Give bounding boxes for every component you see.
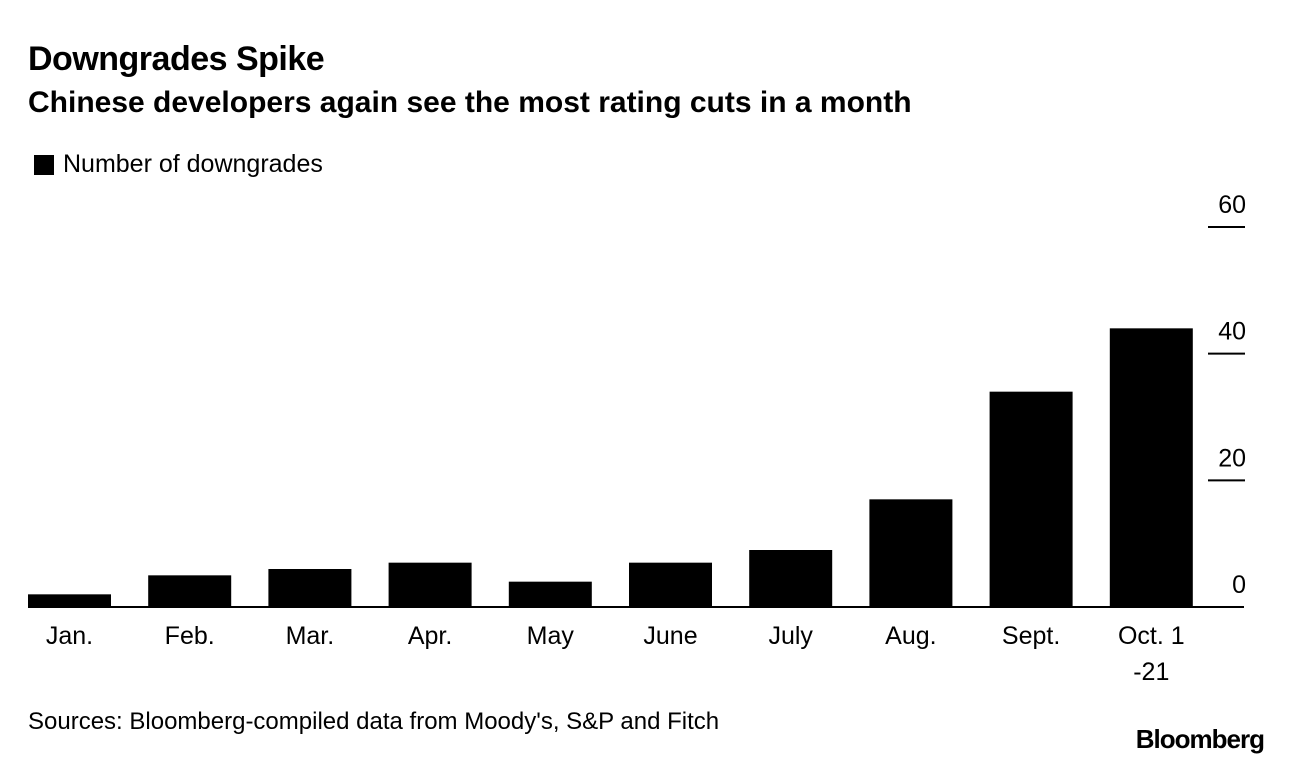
bar xyxy=(148,575,232,607)
bar xyxy=(1109,328,1193,607)
x-tick-label: Aug. xyxy=(885,622,936,650)
bar xyxy=(28,594,111,607)
y-tick-label: 0 xyxy=(1232,571,1246,599)
x-tick-label: July xyxy=(768,622,813,650)
y-tick-label: 60 xyxy=(1218,191,1246,219)
y-tick-label: 20 xyxy=(1218,444,1246,472)
legend-label: Number of downgrades xyxy=(63,150,323,178)
bar xyxy=(749,550,833,607)
bar xyxy=(268,569,352,607)
bar xyxy=(989,391,1073,607)
x-tick-label: Apr. xyxy=(408,622,452,650)
x-tick-label: Jan. xyxy=(46,622,93,650)
bar xyxy=(508,581,592,607)
legend: Number of downgrades xyxy=(34,150,323,179)
bar xyxy=(629,562,712,607)
bar xyxy=(388,562,472,607)
x-tick-label: Mar. xyxy=(286,622,335,650)
chart-title: Downgrades Spike xyxy=(28,40,325,78)
source-note: Sources: Bloomberg-compiled data from Mo… xyxy=(28,708,720,735)
x-tick-label: June xyxy=(643,622,697,650)
legend-swatch xyxy=(34,154,54,175)
y-tick-label: 40 xyxy=(1218,318,1246,346)
bar xyxy=(869,499,953,607)
x-tick-label: Oct. 1 -21 xyxy=(1118,622,1185,686)
chart-subtitle: Chinese developers again see the most ra… xyxy=(28,86,912,119)
x-tick-label: May xyxy=(527,622,575,650)
bloomberg-logo: Bloomberg xyxy=(1135,724,1265,754)
x-tick-label: Sept. xyxy=(1002,622,1060,650)
x-tick-label: Feb. xyxy=(165,622,215,650)
